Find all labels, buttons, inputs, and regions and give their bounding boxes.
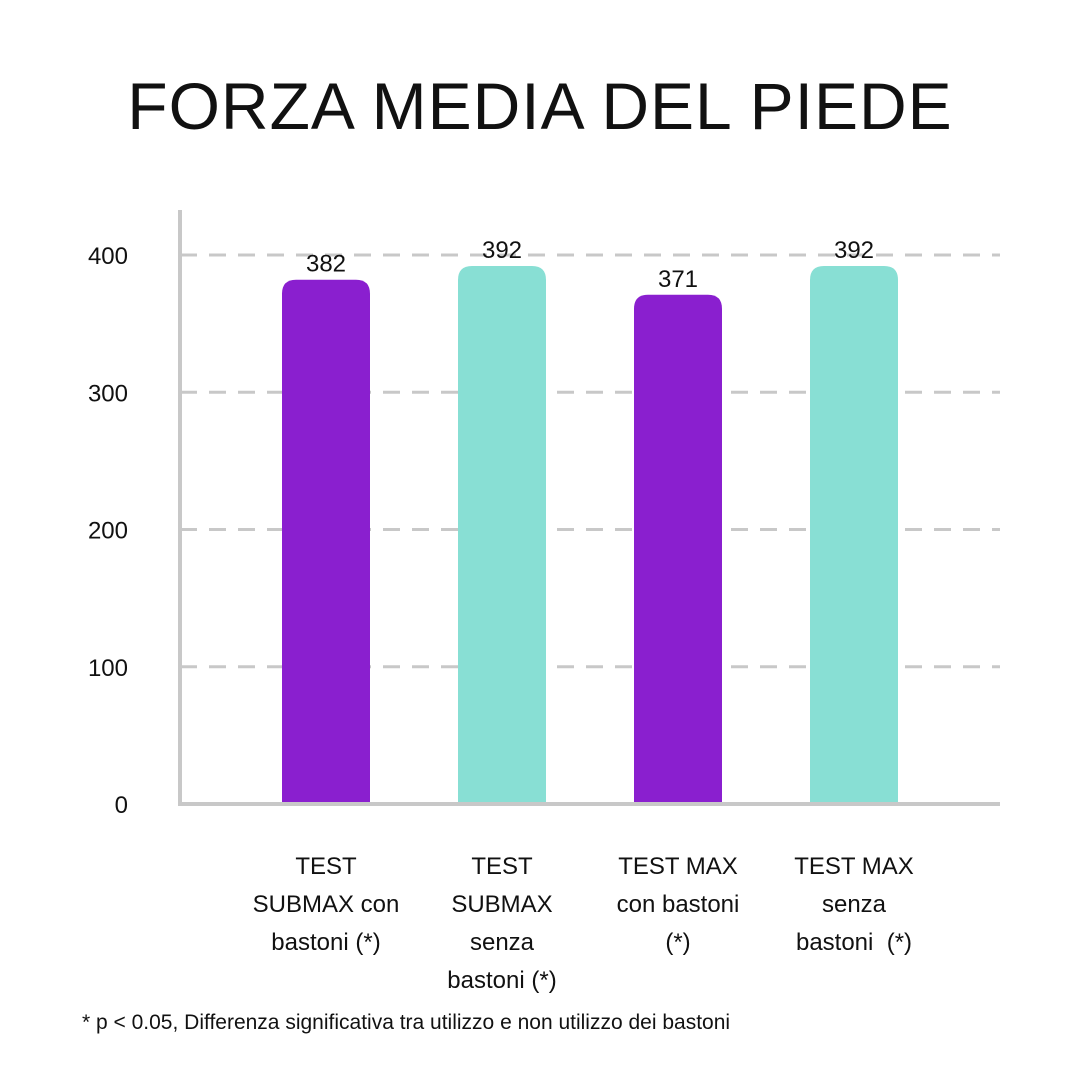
bar [282,279,370,805]
chart-title: FORZA MEDIA DEL PIEDE [127,69,953,143]
bar [458,265,546,805]
bar-value-label: 371 [658,266,698,293]
bar-value-label: 392 [482,237,522,264]
y-tick-label: 400 [88,243,128,270]
bar [810,265,898,805]
x-category-label: TEST MAX con bastoni (*) [617,853,740,956]
x-category-label: TEST SUBMAX con bastoni (*) [253,853,400,956]
bar-value-label: 382 [306,251,346,278]
y-tick-label: 0 [115,792,128,819]
significance-footnote: * p < 0.05, Differenza significativa tra… [82,1011,731,1034]
y-tick-label: 300 [88,380,128,407]
bar [634,294,722,804]
y-tick-label: 100 [88,655,128,682]
bar-value-label: 392 [834,237,874,264]
x-category-label: TEST SUBMAX senza bastoni (*) [447,853,556,994]
y-tick-label: 200 [88,518,128,545]
x-category-label: TEST MAX senza bastoni (*) [794,853,914,956]
